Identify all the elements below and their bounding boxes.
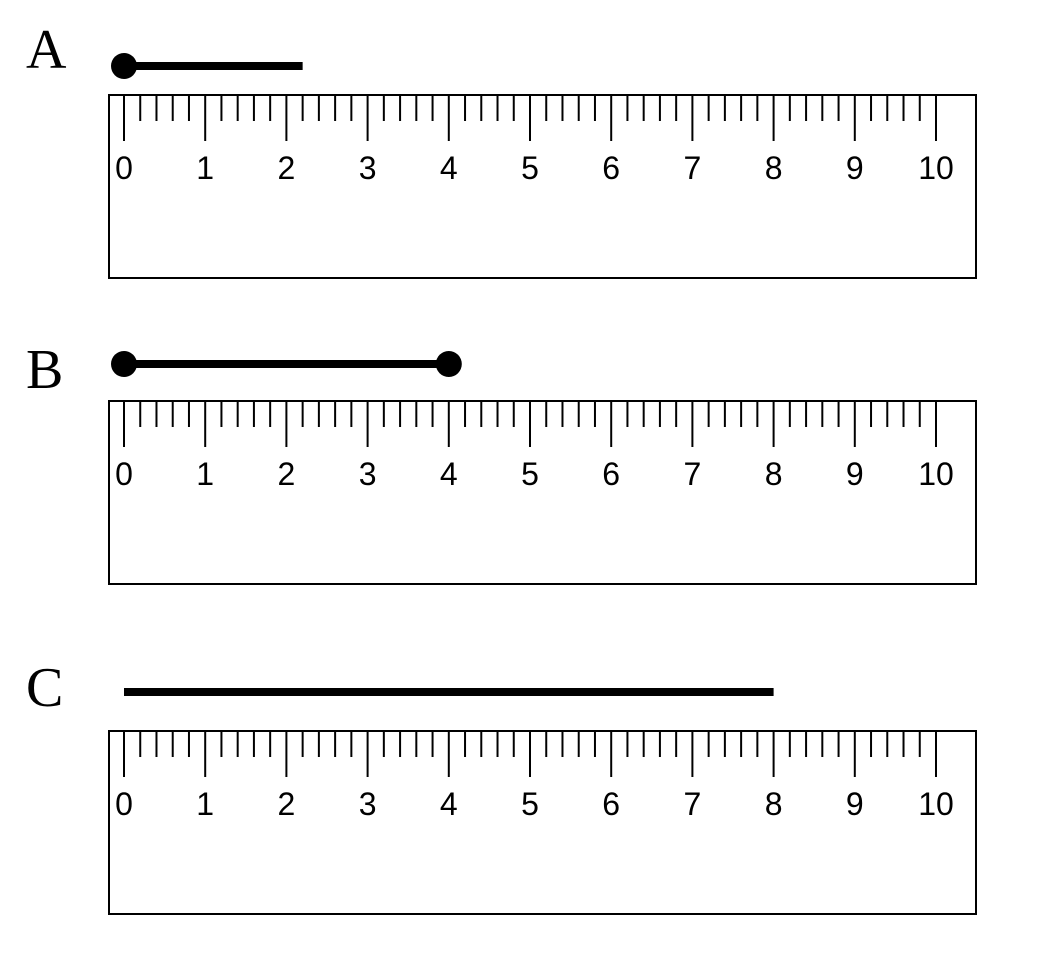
- panel-label: C: [26, 657, 64, 719]
- tick-label: 5: [521, 786, 539, 822]
- segment-start-dot: [111, 351, 137, 377]
- tick-label: 6: [602, 456, 620, 492]
- tick-label: 9: [846, 150, 864, 186]
- tick-label: 3: [359, 786, 377, 822]
- tick-label: 8: [765, 786, 783, 822]
- tick-label: 9: [846, 456, 864, 492]
- tick-label: 1: [196, 456, 214, 492]
- panel-a: A 0 1 2 3 4 5 6 7 8 9 10: [0, 0, 1042, 300]
- tick-label: 7: [684, 456, 702, 492]
- tick-label: 1: [196, 150, 214, 186]
- ruler-body: [108, 400, 977, 585]
- tick-label: 5: [521, 456, 539, 492]
- tick-label: 8: [765, 456, 783, 492]
- tick-label: 1: [196, 786, 214, 822]
- panel-label: A: [26, 19, 67, 81]
- tick-label: 0: [115, 456, 133, 492]
- tick-label: 4: [440, 786, 458, 822]
- tick-label: 10: [918, 456, 954, 492]
- segment-end-dot: [435, 351, 462, 377]
- tick-label: 4: [440, 456, 458, 492]
- tick-label: 10: [918, 150, 954, 186]
- tick-label: 6: [602, 786, 620, 822]
- tick-label: 2: [278, 786, 296, 822]
- tick-label: 0: [115, 150, 133, 186]
- tick-label: 3: [359, 456, 377, 492]
- tick-label: 2: [278, 456, 296, 492]
- panel-c: C 0 1 2 3 4 5 6 7 8 9 10: [0, 610, 1042, 940]
- panel-b: B 0 1 2 3 4 5 6 7 8 9 10: [0, 300, 1042, 610]
- ruler-diagram: 0 1 2 3 4 5 6 7 8 9 10: [108, 688, 977, 915]
- tick-label: 6: [602, 150, 620, 186]
- tick-label: 0: [115, 786, 133, 822]
- tick-label: 5: [521, 150, 539, 186]
- tick-label: 7: [684, 786, 702, 822]
- tick-label: 9: [846, 786, 864, 822]
- ruler-diagram: 0 1 2 3 4 5 6 7 8 9 10: [108, 53, 977, 279]
- segment-start-dot: [111, 53, 137, 79]
- tick-label: 10: [918, 786, 954, 822]
- tick-label: 2: [278, 150, 296, 186]
- ruler-body: [108, 94, 977, 279]
- tick-label: 7: [684, 150, 702, 186]
- tick-label: 4: [440, 150, 458, 186]
- tick-label: 8: [765, 150, 783, 186]
- tick-label: 3: [359, 150, 377, 186]
- ruler-diagram: 0 1 2 3 4 5 6 7 8 9 10: [108, 351, 977, 585]
- panel-label: B: [26, 339, 64, 401]
- ruler-body: [108, 730, 977, 915]
